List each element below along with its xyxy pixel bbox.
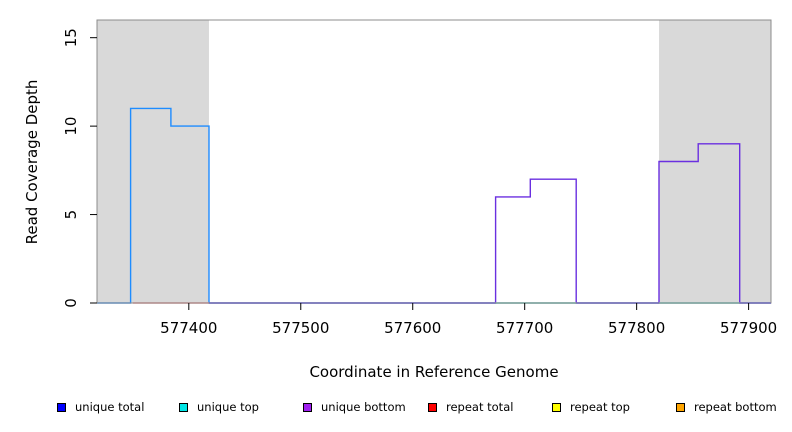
legend-item: unique total	[57, 400, 144, 414]
legend-swatch	[57, 402, 66, 412]
legend-swatch	[428, 402, 437, 412]
x-axis: 577400 577500 577600 577700 577800 577900	[160, 303, 777, 337]
x-tick-label: 577500	[272, 319, 329, 337]
y-tick-label: 15	[62, 28, 80, 47]
shaded-regions	[97, 20, 771, 303]
coverage-chart: 577400 577500 577600 577700 577800 577900 0 5 1…	[23, 19, 777, 381]
x-tick-label: 577600	[384, 319, 441, 337]
legend-item: unique bottom	[303, 400, 406, 414]
legend-label: unique total	[75, 400, 145, 414]
legend-swatch	[303, 402, 312, 412]
plot-frame	[96, 19, 772, 304]
legend-label: repeat total	[446, 400, 514, 414]
legend-swatch	[179, 402, 188, 412]
legend-label: unique bottom	[321, 400, 406, 414]
x-tick-label: 577400	[160, 319, 217, 337]
legend-label: unique top	[197, 400, 259, 414]
legend-swatch	[676, 402, 685, 412]
legend-swatch	[552, 402, 561, 412]
y-axis: 0 5 10 15	[62, 28, 97, 308]
x-tick-label: 577900	[720, 319, 777, 337]
legend: unique total unique top unique bottom repea…	[0, 400, 792, 418]
series-line-unique-total	[97, 107, 771, 304]
y-tick-label: 5	[62, 210, 80, 220]
shaded-region-1	[97, 20, 209, 303]
legend-item: repeat total	[428, 400, 513, 414]
y-axis-label: Read Coverage Depth	[23, 80, 41, 245]
x-tick-label: 577700	[496, 319, 553, 337]
legend-label: repeat top	[570, 400, 630, 414]
legend-item: repeat top	[552, 400, 630, 414]
legend-label: repeat bottom	[694, 400, 777, 414]
x-axis-label: Coordinate in Reference Genome	[309, 363, 558, 381]
legend-item: unique top	[179, 400, 259, 414]
x-tick-label: 577800	[608, 319, 665, 337]
y-tick-label: 10	[62, 117, 80, 136]
y-tick-label: 0	[62, 298, 80, 308]
legend-item: repeat bottom	[676, 400, 777, 414]
